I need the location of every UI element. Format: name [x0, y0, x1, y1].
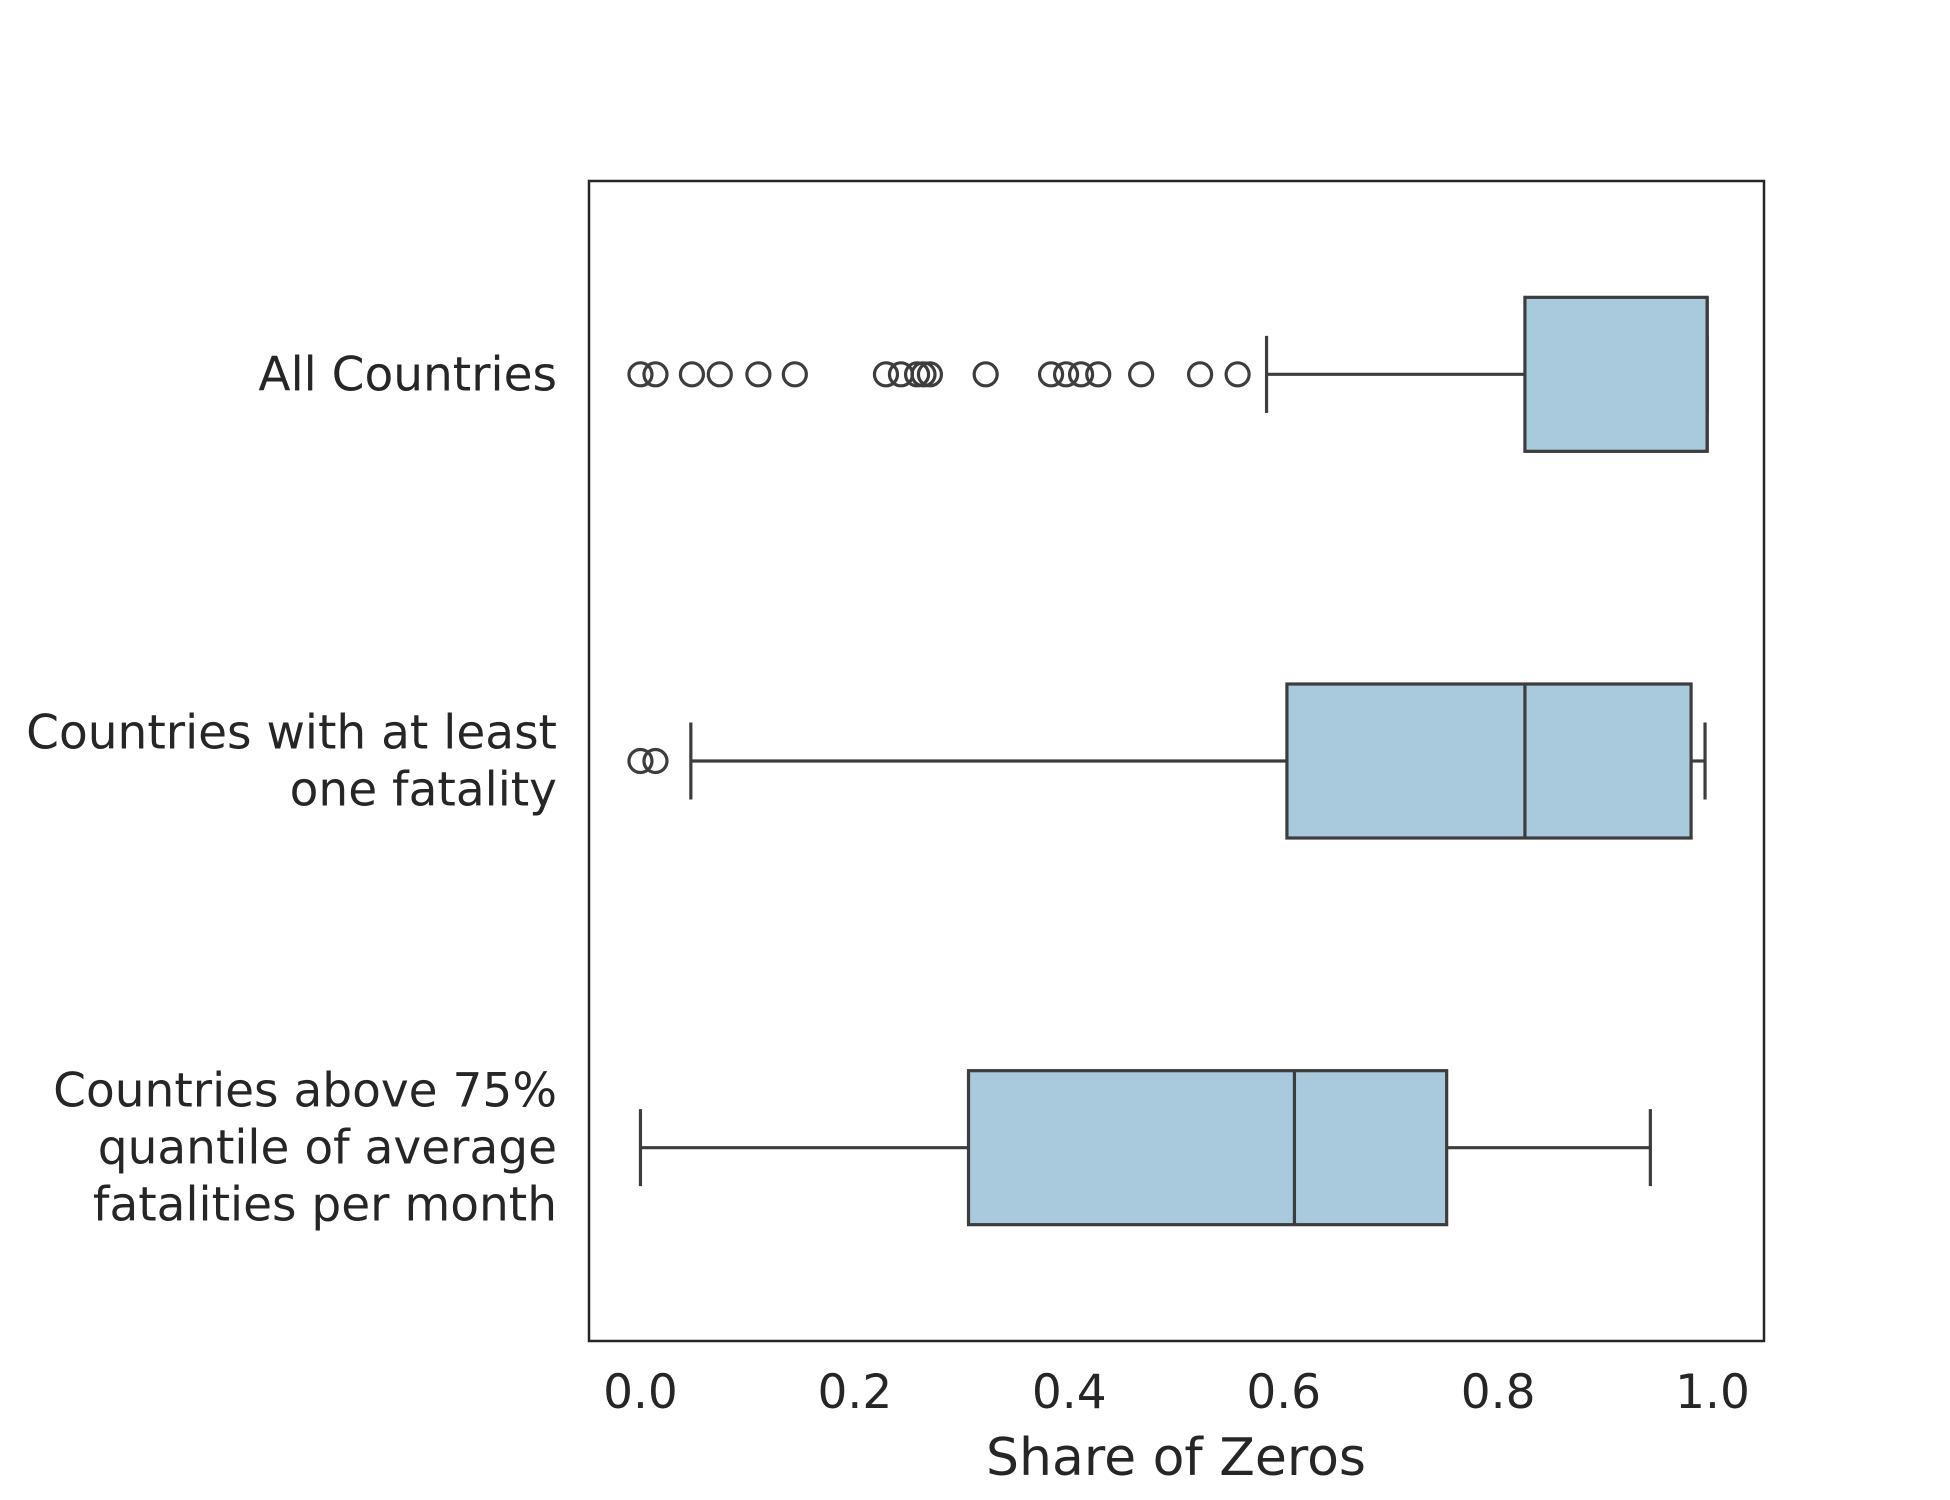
outlier-point: [1085, 361, 1112, 388]
outlier-point: [903, 361, 931, 388]
box-group: [627, 682, 1707, 840]
outlier-point: [627, 361, 654, 388]
outlier-point: [781, 361, 808, 388]
x-tick-label: 0.0: [603, 1365, 678, 1420]
x-tick-label: 0.6: [1246, 1365, 1321, 1420]
outlier-point: [745, 361, 772, 388]
x-tick-label: 0.4: [1032, 1365, 1107, 1420]
category-label: fatalities per month: [93, 1178, 557, 1233]
iqr-box: [1285, 682, 1693, 840]
x-axis-ticks: 0.0 0.2 0.4 0.6 0.8 1.0: [603, 1365, 1750, 1420]
outlier-point: [678, 361, 706, 388]
outlier-point: [1186, 361, 1214, 388]
iqr-box: [1523, 295, 1709, 453]
outlier-point: [916, 361, 944, 388]
x-tick-label: 1.0: [1675, 1365, 1750, 1420]
y-axis-categories: All Countries Countries with at leastone …: [26, 347, 557, 1232]
box-group: [638, 1069, 1652, 1227]
outlier-point: [1037, 361, 1065, 388]
category-label: All Countries: [258, 347, 557, 402]
x-axis-title: Share of Zeros: [986, 1428, 1366, 1488]
outlier-point: [642, 361, 669, 388]
x-tick-label: 0.8: [1461, 1365, 1536, 1420]
outlier-point: [1052, 361, 1080, 388]
category-label: Countries with at least: [26, 706, 557, 761]
iqr-box: [966, 1069, 1449, 1227]
outlier-point: [706, 361, 733, 388]
outlier-point: [1067, 361, 1095, 388]
plot-area: [627, 295, 1709, 1227]
outlier-point: [872, 361, 900, 388]
outlier-point: [1128, 361, 1155, 388]
outlier-point: [642, 747, 669, 775]
outlier-point: [910, 361, 937, 388]
box-group: [627, 295, 1709, 453]
category-label: one fatality: [290, 763, 557, 818]
category-label: Countries above 75%: [53, 1064, 557, 1119]
outlier-point: [627, 747, 654, 775]
axes-frame: [587, 179, 1766, 1343]
x-tick-label: 0.2: [818, 1365, 893, 1420]
outlier-point: [1224, 361, 1251, 388]
category-label: quantile of average: [98, 1121, 557, 1176]
outlier-point: [972, 361, 999, 388]
